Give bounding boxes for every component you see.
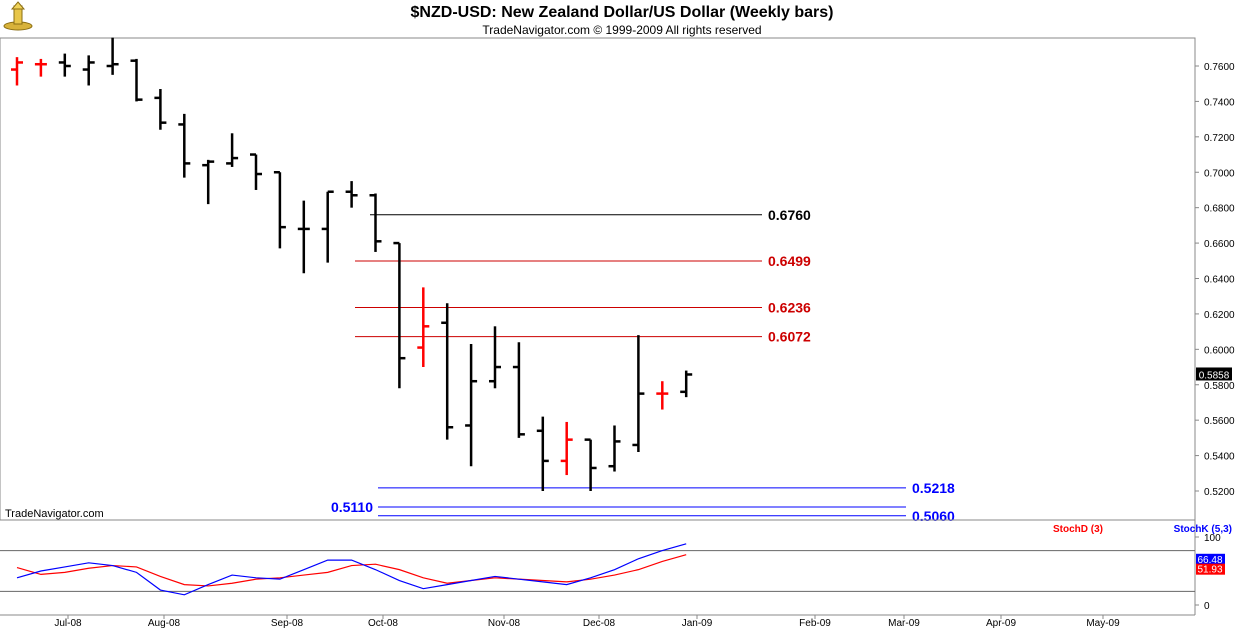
ohlc-bar (560, 421, 573, 476)
ohlc-bar (680, 370, 693, 398)
price-tick-label: 0.6200 (1204, 310, 1235, 321)
price-tick-label: 0.5600 (1204, 416, 1235, 427)
time-axis: Jul-08 Aug-08 Sep-08 Oct-08 Nov-08 Dec-08 Jan-… (54, 615, 1120, 629)
price-tick-label: 0.7400 (1204, 97, 1235, 108)
stoch-tick-label: 0 (1204, 601, 1210, 612)
ohlc-bar (321, 190, 334, 263)
time-tick-label: Oct-08 (368, 618, 398, 629)
level-label: 0.5218 (912, 480, 955, 496)
price-tick-label: 0.6600 (1204, 239, 1235, 250)
ohlc-bar (34, 58, 47, 77)
last-price-marker: 0.5858 (1196, 367, 1232, 381)
level-label: 0.6072 (768, 329, 811, 345)
ohlc-bar (345, 181, 358, 208)
price-tick-label: 0.7600 (1204, 62, 1235, 73)
ohlc-bar (656, 381, 669, 410)
trade-navigator-logo-icon (3, 1, 33, 31)
stoch-d-line (16, 554, 687, 587)
ohlc-bar (393, 241, 406, 389)
time-tick-label: Dec-08 (583, 618, 616, 629)
stoch-k-legend: StochK (5,3) (1174, 524, 1232, 535)
level-label: 0.5060 (912, 508, 955, 524)
chart-subtitle: TradeNavigator.com © 1999-2009 All right… (482, 23, 761, 37)
ohlc-bar (82, 55, 95, 86)
ohlc-bar (489, 326, 501, 389)
ohlc-bar (58, 53, 71, 77)
ohlc-bar (608, 425, 621, 472)
level-label: 0.6760 (768, 207, 811, 223)
ohlc-bar (465, 344, 478, 467)
stoch-tick-label: 100 (1204, 533, 1221, 544)
ohlc-bar (632, 335, 645, 453)
ohlc-bar (512, 342, 525, 438)
ohlc-bar (369, 193, 382, 252)
stoch-d-value: 51.93 (1196, 563, 1225, 576)
last-price-box (1196, 367, 1232, 381)
stoch-axis: 100 0 (0, 533, 1221, 612)
price-tick-label: 0.7000 (1204, 168, 1235, 179)
level-label: 0.6499 (768, 253, 811, 269)
time-tick-label: Jan-09 (682, 618, 713, 629)
ohlc-bar (250, 153, 262, 190)
time-tick-label: Feb-09 (799, 618, 831, 629)
ohlc-bar (154, 89, 167, 130)
ohlc-bars (11, 37, 693, 491)
ohlc-bar (130, 58, 143, 102)
logo (3, 1, 33, 31)
ohlc-bar (11, 57, 23, 86)
ohlc-bar (202, 159, 215, 205)
price-tick-label: 0.5400 (1204, 452, 1235, 463)
ohlc-bar (178, 113, 191, 178)
watermark: TradeNavigator.com (5, 508, 104, 520)
ohlc-bar (273, 171, 286, 249)
ohlc-bar (226, 133, 239, 167)
price-tick-label: 0.6800 (1204, 204, 1235, 215)
price-tick-label: 0.5800 (1204, 381, 1235, 392)
level-label: 0.5110 (331, 499, 373, 515)
ohlc-bar (584, 438, 597, 491)
svg-text:66.48: 66.48 (1197, 555, 1222, 566)
price-tick-label: 0.6000 (1204, 345, 1235, 356)
stoch-k-value: 66.48 (1196, 553, 1225, 566)
time-tick-label: May-09 (1086, 618, 1120, 629)
stoch-k-line (16, 543, 687, 596)
price-tick-label: 0.5200 (1204, 487, 1235, 498)
time-tick-label: Apr-09 (986, 618, 1016, 629)
ohlc-bar (441, 303, 454, 440)
time-tick-label: Nov-08 (488, 618, 521, 629)
price-panel-frame (0, 37, 1196, 521)
price-tick-label: 0.6400 (1204, 275, 1235, 286)
chart-title: $NZD-USD: New Zealand Dollar/US Dollar (… (411, 4, 834, 21)
stoch-d-legend: StochD (3) (1053, 524, 1103, 535)
ohlc-bar (297, 200, 310, 274)
price-axis: 0.7600 0.7400 0.7200 0.7000 0.6800 0.6600 0.64… (1195, 62, 1235, 498)
ohlc-bar (106, 37, 119, 75)
svg-text:51.93: 51.93 (1197, 565, 1222, 576)
ohlc-bar (536, 416, 549, 491)
last-price-label: 0.5858 (1199, 370, 1230, 381)
price-tick-label: 0.7200 (1204, 133, 1235, 144)
level-label: 0.6236 (768, 300, 811, 316)
ohlc-bar (417, 287, 430, 368)
time-tick-label: Mar-09 (888, 618, 920, 629)
time-tick-label: Jul-08 (54, 618, 82, 629)
time-tick-label: Aug-08 (148, 618, 181, 629)
time-tick-label: Sep-08 (271, 618, 304, 629)
